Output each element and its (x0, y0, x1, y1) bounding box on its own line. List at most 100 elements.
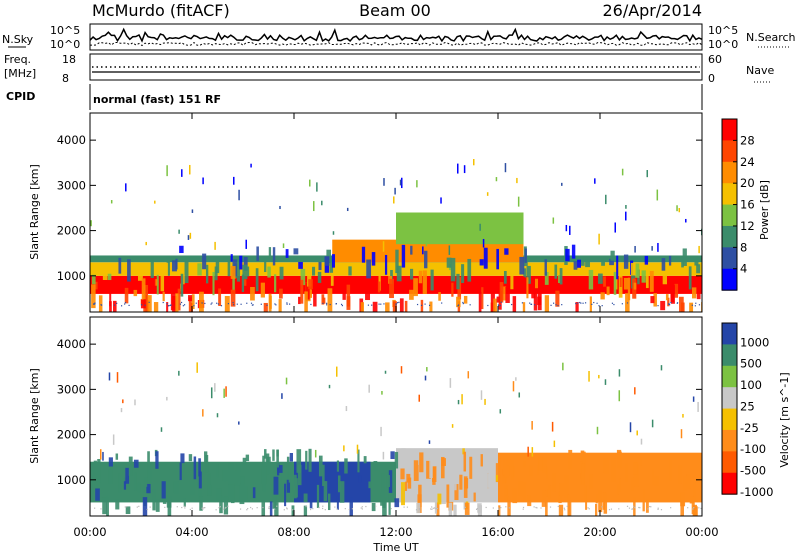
data-streak (523, 268, 527, 278)
data-ground-dot (351, 508, 354, 510)
data-ground-dot (310, 508, 312, 511)
data-ground-dot (360, 507, 362, 509)
data-streak (317, 271, 322, 283)
data-echo (685, 218, 687, 223)
data-ground-dot (552, 302, 555, 304)
data-streak (242, 457, 247, 465)
data-echo (682, 413, 684, 418)
data-ground-dot (485, 506, 487, 509)
data-streak (448, 502, 453, 516)
data-echo (636, 430, 638, 436)
data-streak (630, 477, 635, 491)
data-streak (661, 258, 666, 271)
data-streak (339, 481, 345, 503)
data-streak (580, 450, 585, 467)
data-streak (495, 475, 498, 482)
data-streak (371, 252, 376, 266)
data-streak (134, 472, 137, 491)
data-ground-dot (657, 508, 659, 510)
data-ground-dot (668, 302, 670, 305)
data-streak (409, 289, 414, 300)
data-streak (205, 454, 209, 473)
data-streak (639, 456, 642, 466)
data-ground-dot (246, 302, 248, 304)
beam-title: Beam 00 (359, 1, 431, 20)
data-ground-dot (457, 305, 459, 307)
data-streak (166, 302, 169, 312)
data-streak (692, 482, 696, 500)
data-ground-dot (424, 303, 426, 305)
data-streak (261, 466, 267, 485)
data-streak (388, 492, 391, 515)
colorbar-segment (722, 183, 737, 206)
data-echo (598, 233, 600, 245)
data-streak (430, 269, 434, 291)
data-streak (286, 456, 290, 468)
data-ground-dot (224, 507, 226, 509)
data-streak (102, 271, 108, 280)
data-streak (291, 505, 295, 516)
data-ground-dot (549, 506, 552, 508)
data-streak (162, 291, 165, 302)
data-echo (189, 232, 192, 239)
data-ground-dot (94, 303, 96, 305)
data-echo (448, 245, 451, 255)
data-echo (250, 163, 252, 168)
data-ground-dot (693, 507, 695, 509)
data-streak (388, 470, 393, 493)
data-streak (535, 278, 539, 289)
data-streak (245, 454, 250, 462)
data-streak (124, 287, 129, 304)
data-ground-dot (396, 302, 399, 304)
data-streak (323, 481, 328, 502)
data-streak (255, 268, 259, 292)
data-ground-dot (419, 508, 421, 511)
data-ground-dot (144, 304, 146, 306)
data-streak (273, 476, 279, 495)
data-streak (154, 279, 158, 286)
data-ground-dot (305, 505, 307, 508)
data-echo (588, 370, 590, 382)
data-streak (140, 299, 146, 309)
data-echo (553, 440, 556, 448)
data-streak (227, 257, 231, 277)
noise-panel: N.Sky 10^5 10^0 10^5 10^0 N.Search (2, 23, 796, 51)
data-streak (153, 276, 156, 290)
data-streak (368, 481, 372, 489)
data-echo (122, 399, 124, 404)
data-ground-dot (601, 506, 603, 508)
data-ground-dot (146, 508, 148, 511)
data-streak (460, 454, 464, 469)
data-streak (256, 246, 259, 262)
data-streak (279, 288, 283, 299)
data-streak (228, 463, 234, 485)
data-streak (274, 274, 277, 293)
data-ground-dot (167, 305, 170, 307)
data-echo (210, 387, 213, 399)
data-echo (233, 176, 235, 185)
data-streak (175, 293, 179, 312)
data-echo (431, 217, 434, 229)
data-streak (115, 499, 120, 510)
data-echo (551, 421, 554, 432)
colorbar-tick-label: 24 (740, 155, 755, 169)
colorbar-segment (722, 387, 737, 410)
data-streak (94, 281, 98, 290)
data-ground-dot (601, 305, 603, 307)
data-ground-dot (596, 302, 598, 304)
data-streak (678, 464, 682, 484)
data-echo (463, 165, 466, 174)
data-streak (384, 254, 388, 275)
data-streak (303, 493, 308, 503)
data-ground-dot (193, 305, 195, 307)
data-ground-dot (251, 508, 254, 510)
data-streak (309, 499, 313, 509)
data-streak (495, 463, 499, 483)
data-ground-dot (462, 301, 464, 304)
data-ground-dot (563, 507, 565, 509)
data-ground-dot (555, 304, 557, 306)
data-streak (507, 496, 511, 516)
data-streak (573, 261, 578, 270)
data-streak (268, 293, 272, 312)
data-ground-dot (441, 302, 443, 304)
